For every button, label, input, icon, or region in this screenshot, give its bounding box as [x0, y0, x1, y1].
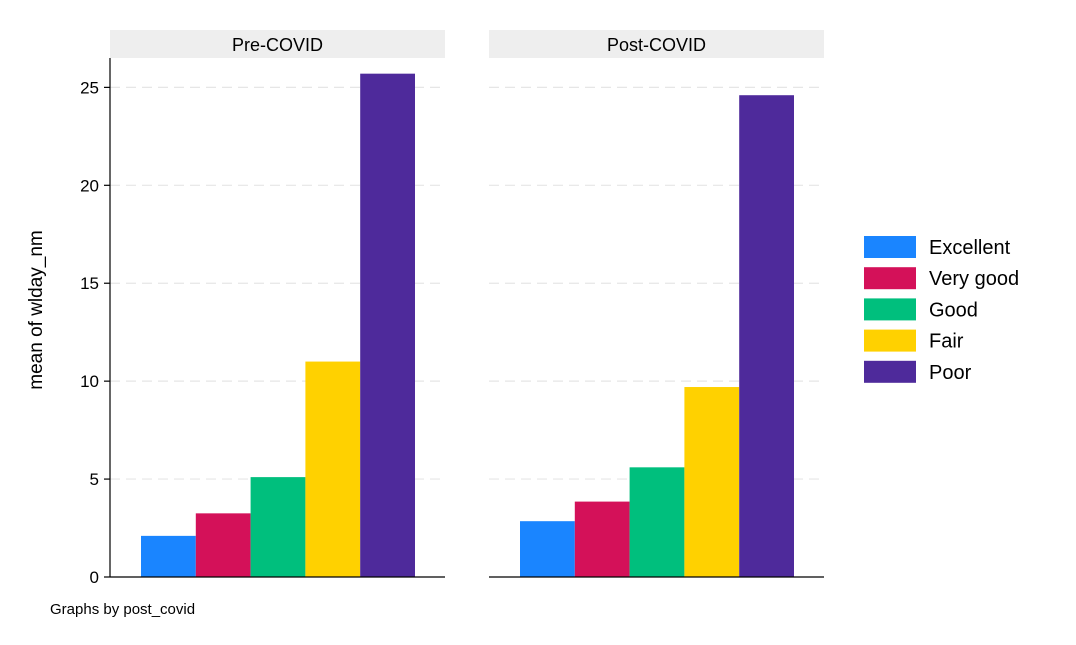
bar-excellent [520, 521, 575, 577]
bar-poor [739, 95, 794, 578]
y-tick-label: 25 [80, 78, 99, 97]
panel-title: Post-COVID [607, 35, 706, 55]
bar-fair [684, 387, 740, 577]
legend-swatch [864, 298, 916, 321]
legend-label: Poor [929, 362, 972, 384]
bar-poor [360, 73, 415, 578]
legend-label: Good [929, 299, 978, 321]
y-axis: 0 5 10 15 20 25 [80, 58, 111, 587]
y-axis-title: mean of wlday_nm [26, 230, 47, 389]
legend-label: Excellent [929, 237, 1011, 259]
bar-excellent [141, 535, 196, 577]
bar-very-good [574, 501, 630, 577]
bar-good [629, 467, 685, 577]
legend-label: Fair [929, 331, 964, 353]
legend-swatch [864, 360, 916, 383]
legend-swatch [864, 267, 916, 290]
legend-swatch [864, 236, 916, 258]
panel-title: Pre-COVID [232, 35, 323, 55]
legend-label: Very good [929, 268, 1019, 290]
panel-pre-covid: Pre-COVID [110, 30, 445, 578]
bar-very-good [195, 513, 251, 577]
y-tick-label: 0 [90, 568, 99, 587]
legend: Excellent Very good Good Fair Poor [864, 236, 1019, 384]
panel-post-covid: Post-COVID [489, 30, 824, 578]
y-tick-label: 20 [80, 176, 99, 195]
y-tick-label: 5 [90, 470, 99, 489]
y-tick-label: 10 [80, 372, 99, 391]
bar-good [250, 477, 306, 577]
bar-fair [305, 361, 361, 577]
y-tick-label: 15 [80, 274, 99, 293]
legend-swatch [864, 329, 916, 352]
panel-title-strip [110, 30, 445, 58]
panel-title-strip [489, 30, 824, 58]
graphs-by-note: Graphs by post_covid [50, 601, 195, 618]
